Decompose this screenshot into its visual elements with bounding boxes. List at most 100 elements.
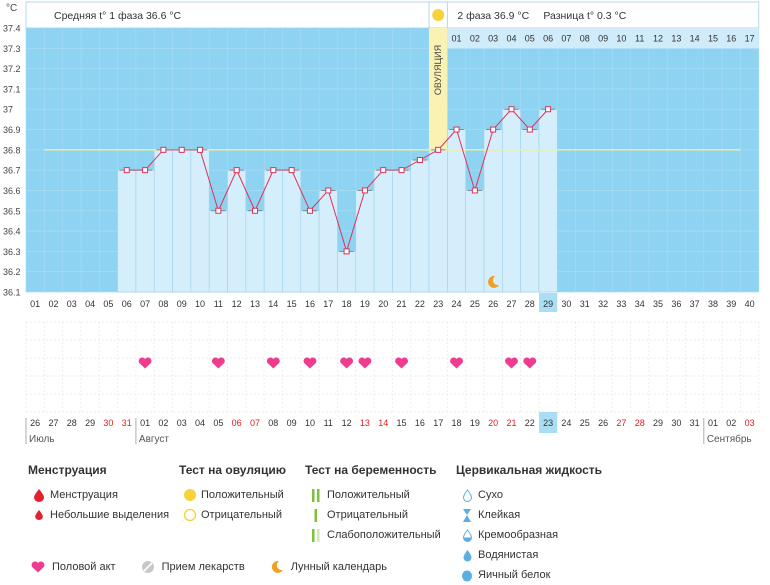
intercourse-heart-icon <box>395 357 408 369</box>
temperature-point <box>306 207 313 214</box>
calendar-day-label: 13 <box>360 418 370 428</box>
temperature-bar <box>428 149 448 293</box>
phase2-day-row <box>447 28 759 49</box>
calendar-day-label: 15 <box>397 418 407 428</box>
phase2-day-label: 02 <box>470 34 480 44</box>
temperature-bar <box>373 169 393 293</box>
intercourse-heart-icon <box>138 357 152 369</box>
legend-ovulation-positive-label: Положительный <box>201 489 284 501</box>
intercourse-heart-icon <box>266 357 280 369</box>
phase1-average-label: Средняя t° 1 фаза 36.6 °C <box>54 10 182 22</box>
phase2-day-label: 15 <box>708 34 718 44</box>
calendar-day-label: 20 <box>488 418 498 428</box>
temperature-difference-label: Разница t° 0.3 °C <box>543 10 626 22</box>
legend-pregnancy-weak: Слабоположительный <box>305 525 455 545</box>
temperature-bar <box>172 149 192 293</box>
cycle-day-label: 11 <box>214 299 223 309</box>
temperature-point <box>545 106 552 113</box>
calendar-day-label: 29 <box>653 418 663 428</box>
dry-drop-icon <box>456 488 478 502</box>
calendar-day-label: 27 <box>48 418 58 428</box>
heart-icon <box>28 561 48 573</box>
cycle-day-label: 18 <box>342 299 352 309</box>
y-tick-label: 36.4 <box>3 227 21 237</box>
ovulation-label: ОВУЛЯЦИЯ <box>433 45 443 95</box>
legend-menstruation-label: Менструация <box>50 489 118 501</box>
sticky-icon <box>456 508 478 522</box>
phase2-day-label: 01 <box>452 34 462 44</box>
temperature-bar <box>465 190 485 293</box>
y-tick-label: 37.2 <box>3 64 21 74</box>
legend-medication: Прием лекарств <box>138 560 245 574</box>
month-label: Июль <box>29 434 55 445</box>
phase2-day-label: 04 <box>506 34 516 44</box>
calendar-day-label: 10 <box>305 418 315 428</box>
temperature-bar <box>538 108 558 293</box>
temperature-bar <box>337 251 357 293</box>
temperature-bar <box>410 159 430 293</box>
cycle-day-label: 04 <box>85 299 95 309</box>
calendar-day-label: 23 <box>543 418 553 428</box>
cycle-day-label: 35 <box>653 299 663 309</box>
calendar-day-label: 02 <box>726 418 736 428</box>
temperature-point <box>215 207 222 214</box>
temperature-bar <box>520 129 540 293</box>
calendar-day-label: 01 <box>708 418 718 428</box>
calendar-day-label: 30 <box>671 418 681 428</box>
y-tick-label: 36.1 <box>3 288 21 298</box>
legend-ovulation-negative-label: Отрицательный <box>201 509 282 521</box>
month-label: Сентябрь <box>707 433 752 445</box>
calendar-day-label: 30 <box>103 418 113 428</box>
temperature-point <box>508 106 515 113</box>
temperature-bar <box>245 210 265 293</box>
temperature-bar <box>318 190 338 293</box>
cycle-day-label: 01 <box>30 299 40 309</box>
legend-cervical-dry: Сухо <box>456 485 626 505</box>
cycle-day-label: 22 <box>415 299 425 309</box>
cycle-day-label: 34 <box>635 299 645 309</box>
calendar-day-label: 19 <box>470 418 480 428</box>
cycle-day-label: 10 <box>195 299 205 309</box>
temperature-bar <box>483 129 503 293</box>
legend-pregnancy-weak-label: Слабоположительный <box>327 529 441 541</box>
one-line-icon <box>305 508 327 522</box>
temperature-bar <box>355 190 375 293</box>
intercourse-heart-icon <box>358 357 372 369</box>
temperature-point <box>526 126 533 133</box>
y-tick-label: 37 <box>3 105 13 115</box>
cycle-day-label: 12 <box>232 299 242 309</box>
legend-moon: Лунный календарь <box>267 560 387 574</box>
temperature-point <box>252 207 258 214</box>
calendar-day-label: 26 <box>598 418 608 428</box>
temperature-point <box>453 126 460 133</box>
cycle-day-label: 36 <box>671 299 681 309</box>
two-lines-icon <box>305 488 327 502</box>
temperature-bar <box>447 129 466 293</box>
temperature-point <box>160 146 167 153</box>
sun-outline-icon <box>179 508 201 522</box>
calendar-day-label: 03 <box>177 418 187 428</box>
ovulation-sun-icon <box>432 9 445 21</box>
sun-filled-icon <box>179 488 201 502</box>
cycle-day-label: 27 <box>506 299 516 309</box>
legend-pregnancy-negative: Отрицательный <box>305 505 455 525</box>
phase2-day-label: 05 <box>525 34 535 44</box>
legend-ovulation-positive: Положительный <box>179 485 309 505</box>
calendar-day-label: 26 <box>30 418 40 428</box>
temperature-bar <box>392 169 412 293</box>
intercourse-heart-icon <box>450 357 463 369</box>
temperature-point <box>123 167 130 174</box>
temperature-point <box>471 187 478 194</box>
cycle-day-label: 15 <box>287 299 297 309</box>
calendar-day-label: 12 <box>342 418 352 428</box>
phase2-day-label: 12 <box>653 34 663 44</box>
legend-cervical-fluid: Цервикальная жидкость Сухо Клейкая Кремо… <box>456 463 626 585</box>
legend-pregnancy-positive-label: Положительный <box>327 489 410 501</box>
legend-spotting-item: Небольшие выделения <box>28 505 178 525</box>
legend-cervical-eggwhite: Яичный белок <box>456 565 626 585</box>
intercourse-heart-icon <box>505 357 518 369</box>
cycle-day-label: 08 <box>158 299 168 309</box>
y-tick-label: 37.3 <box>3 44 21 54</box>
pill-icon <box>138 560 158 574</box>
intercourse-heart-icon <box>303 357 317 369</box>
